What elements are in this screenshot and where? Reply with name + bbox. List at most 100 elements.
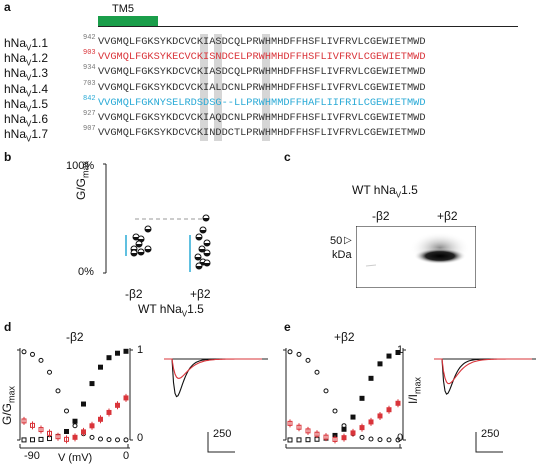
sequence-name-sub: V — [26, 119, 32, 129]
sequence-name-suffix: 1.2 — [31, 51, 49, 66]
activation-point — [350, 414, 356, 420]
sequence-name-main: hNa — [4, 51, 27, 66]
cys-highlight-3 — [262, 34, 270, 141]
b-xlabel: WT hNaV1.5 — [138, 302, 204, 318]
c-title: WT hNaV1.5 — [352, 183, 418, 199]
data-point-fill — [145, 229, 151, 232]
data-point-fill — [195, 257, 201, 260]
sequence-name-main: hNa — [4, 36, 27, 50]
inactivation-point — [64, 408, 69, 414]
inactivation-point — [21, 349, 27, 355]
activation-point — [305, 437, 311, 443]
activation-point — [89, 381, 95, 387]
inactivation-point — [123, 437, 129, 443]
cys-highlight-1 — [200, 34, 208, 141]
data-point-fill — [131, 253, 137, 256]
b-xlabel-main: WT hNa — [138, 302, 182, 316]
activation-point — [296, 437, 302, 443]
sequence-text: VVGMQLFGKSYKDCVCKIAQDCNLPRWHMHDFFHSFLIVF… — [98, 112, 426, 124]
e-ytick-1: 1 — [397, 344, 404, 356]
e-ylabel-main: I/I — [406, 393, 420, 404]
activation-point — [21, 437, 27, 443]
d-scale-bar — [207, 432, 235, 453]
cys-highlight-2 — [214, 34, 222, 141]
e-ytick-0: 0 — [397, 432, 404, 444]
d-xtick-left: -90 — [24, 450, 40, 462]
inactivation-point — [55, 388, 61, 394]
d-xlabel: V (mV) — [58, 452, 93, 464]
d-scale-label: 250 — [213, 428, 232, 440]
inactivation-point — [377, 437, 383, 443]
sequence-name-suffix: 1.4 — [31, 81, 49, 96]
data-point-fill — [203, 218, 209, 221]
sequence-start-number: 842 — [83, 94, 96, 103]
data-point-fill — [196, 266, 202, 269]
sequence-name-main: hNa — [4, 66, 27, 81]
sequence-name: hNaV1.6 — [4, 112, 48, 128]
sequence-name-main: hNa — [4, 81, 27, 96]
inactivation-point — [296, 351, 302, 357]
panel-d-plot — [17, 348, 133, 449]
e-scale-label: 250 — [481, 428, 500, 440]
western-blot — [356, 226, 476, 288]
b-ylabel: G/Gmax — [74, 161, 90, 200]
panel-c-label: c — [284, 150, 291, 164]
data-point-fill — [204, 263, 210, 266]
panel-b-plot — [103, 163, 211, 274]
trace-red — [434, 358, 532, 385]
sequence-name: hNaV1.4 — [4, 82, 48, 98]
activation-point — [30, 437, 35, 443]
sequence-name-suffix: 1.3 — [31, 66, 49, 81]
inactivation-point — [89, 434, 95, 440]
panel-b-label: b — [4, 150, 12, 164]
activation-point — [115, 350, 120, 356]
b-xlabel-sub: V — [181, 309, 188, 319]
b-xcat-1: -β2 — [125, 287, 143, 301]
sequence-name-sub: V — [26, 58, 32, 68]
trace-red — [164, 358, 262, 379]
activation-point — [377, 361, 383, 367]
inactivation-point — [38, 357, 44, 363]
sequence-name-main: hNa — [4, 127, 27, 142]
tm5-line — [98, 26, 518, 27]
b-xlabel-suffix: 1.5 — [187, 302, 204, 316]
d-ylabel: G/Gmax — [0, 386, 16, 425]
e-condition: +β2 — [334, 330, 355, 344]
panel-d-label: d — [4, 320, 12, 334]
sequence-name: hNaV1.7 — [4, 127, 48, 143]
d-ylabel-main: G/G — [0, 402, 14, 425]
trace-black — [434, 358, 532, 395]
inactivation-point — [287, 349, 293, 355]
blot-band — [414, 248, 466, 264]
data-point-fill — [204, 243, 210, 246]
sequence-name-sub: V — [26, 134, 32, 144]
sequence-text: VVGMQLFGKSYKDCVCKIASDCQLPRWHMHDFFHSFLIVF… — [98, 36, 426, 48]
inactivation-point — [30, 351, 35, 357]
sequence-text: VVGMQLFGKNYSELRDSDSG--LLPRWHMMDFFHAFLIIF… — [98, 96, 426, 109]
activation-point — [359, 395, 365, 401]
d-condition: -β2 — [66, 330, 84, 344]
e-current-traces — [434, 358, 536, 395]
sequence-text: VVGMQLFGKSYKDCVCKINDDCTLPRWHMHDFFHSFLIVF… — [98, 127, 426, 140]
sequence-name-main: hNa — [4, 96, 27, 111]
data-point-fill — [200, 230, 206, 233]
sequence-start-number: 927 — [83, 110, 96, 118]
c-title-main: WT hNa — [352, 183, 396, 197]
data-point-fill — [133, 237, 139, 240]
sequence-name-suffix: 1.1 — [31, 36, 49, 50]
c-marker: 50 — [330, 235, 343, 247]
sequence-name: hNaV1.1 — [4, 36, 48, 52]
data-point-fill — [199, 249, 205, 252]
inactivation-point — [359, 434, 365, 440]
panel-e-plot — [283, 348, 406, 449]
data-point-fill — [138, 252, 144, 255]
panel-a-label: a — [4, 0, 11, 14]
e-ylabel-sub: max — [412, 376, 423, 394]
inactivation-point — [323, 388, 329, 394]
tm5-bar — [98, 16, 158, 26]
panel-e-label: e — [284, 320, 291, 334]
activation-point — [395, 349, 401, 355]
activation-point — [38, 436, 44, 442]
c-title-suffix: 1.5 — [401, 183, 418, 197]
c-marker-unit: kDa — [332, 249, 352, 261]
